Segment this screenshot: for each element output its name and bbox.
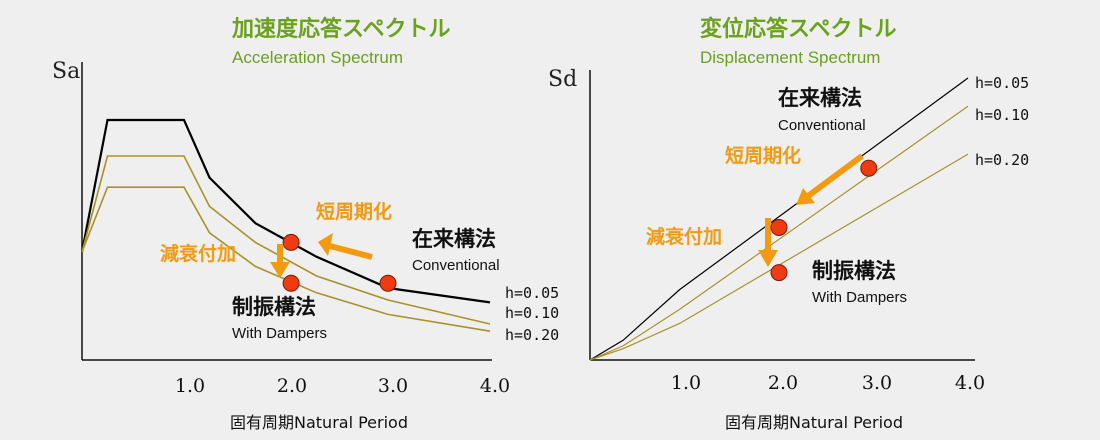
disp-legend-h005: h=0.05 xyxy=(975,74,1029,92)
acc-conventional-ja: 在来構法 xyxy=(412,227,496,251)
disp-conventional-ja: 在来構法 xyxy=(778,86,862,110)
acc-legend-h010: h=0.10 xyxy=(505,304,559,322)
acc-added-damping-label: 減衰付加 xyxy=(160,242,236,265)
acc-legend-h005: h=0.05 xyxy=(505,284,559,302)
acceleration-chart: 加速度応答スペクトル Acceleration Spectrum Sa 1.0 … xyxy=(52,16,559,432)
disp-conventional-en: Conventional xyxy=(778,117,866,134)
disp-tick-4: 4.0 xyxy=(955,372,985,394)
acc-point-short-period xyxy=(282,233,300,251)
disp-tick-3: 3.0 xyxy=(862,372,892,394)
acc-point-conventional xyxy=(379,274,397,292)
acc-title: 加速度応答スペクトル xyxy=(231,16,450,42)
acc-damped-ja: 制振構法 xyxy=(232,295,316,319)
acc-subtitle: Acceleration Spectrum xyxy=(232,48,403,67)
acc-series-h020 xyxy=(81,186,491,332)
disp-x-label: 固有周期Natural Period xyxy=(725,413,903,432)
acc-tick-2: 2.0 xyxy=(277,375,307,397)
disp-damping-arrow xyxy=(758,218,778,267)
disp-short-period-label: 短周期化 xyxy=(725,144,801,167)
acc-tick-3: 3.0 xyxy=(378,375,408,397)
acc-tick-4: 4.0 xyxy=(480,375,510,397)
disp-series-h010 xyxy=(589,105,969,361)
acc-damped-en: With Dampers xyxy=(232,325,327,342)
disp-tick-2: 2.0 xyxy=(768,372,798,394)
acc-damping-arrow xyxy=(270,244,290,278)
acc-tick-1: 1.0 xyxy=(175,375,205,397)
acc-conventional-en: Conventional xyxy=(412,257,500,274)
acc-series-h010 xyxy=(81,155,491,325)
disp-point-damped xyxy=(770,264,788,282)
acc-series-h005 xyxy=(80,118,491,304)
acc-legend-h020: h=0.20 xyxy=(505,326,559,344)
disp-y-label: Sd xyxy=(548,67,577,92)
disp-damped-ja: 制振構法 xyxy=(812,259,896,283)
displacement-chart: 変位応答スペクトル Displacement Spectrum Sd 1.0 2… xyxy=(548,16,1029,432)
disp-point-short-period xyxy=(770,218,788,236)
acc-x-label: 固有周期Natural Period xyxy=(230,413,408,432)
acc-point-damped xyxy=(282,274,300,292)
disp-point-conventional xyxy=(860,159,878,177)
disp-added-damping-label: 減衰付加 xyxy=(646,225,722,248)
disp-legend-h010: h=0.10 xyxy=(975,106,1029,124)
disp-series-h020 xyxy=(589,153,969,361)
disp-subtitle: Displacement Spectrum xyxy=(700,48,880,67)
disp-tick-1: 1.0 xyxy=(671,372,701,394)
disp-legend-h020: h=0.20 xyxy=(975,151,1029,169)
disp-title: 変位応答スペクトル xyxy=(700,16,896,42)
acc-short-period-arrow xyxy=(318,233,373,260)
acc-y-label: Sa xyxy=(52,59,80,84)
disp-damped-en: With Dampers xyxy=(812,289,907,306)
acc-short-period-label: 短周期化 xyxy=(316,200,392,223)
disp-short-period-arrow xyxy=(796,153,864,205)
